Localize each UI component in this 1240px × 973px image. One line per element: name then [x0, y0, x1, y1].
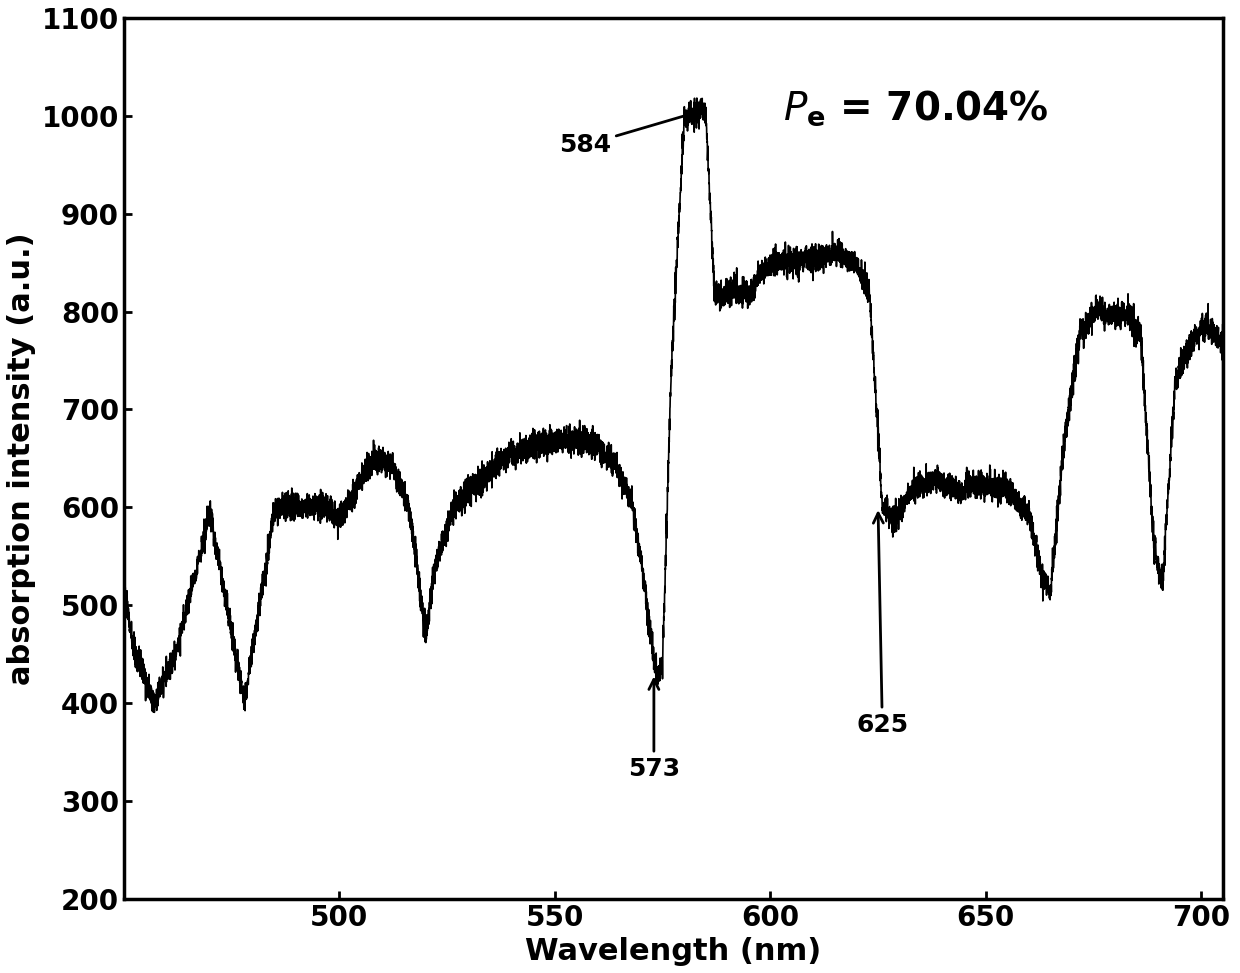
Text: 584: 584 [559, 111, 696, 158]
X-axis label: Wavelength (nm): Wavelength (nm) [526, 937, 821, 966]
Text: 573: 573 [627, 679, 680, 780]
Y-axis label: absorption intensity (a.u.): absorption intensity (a.u.) [7, 232, 36, 685]
Text: 625: 625 [857, 513, 909, 737]
Text: $\boldsymbol{\mathit{P}}_{\mathbf{e}}$ = 70.04%: $\boldsymbol{\mathit{P}}_{\mathbf{e}}$ =… [784, 89, 1049, 128]
